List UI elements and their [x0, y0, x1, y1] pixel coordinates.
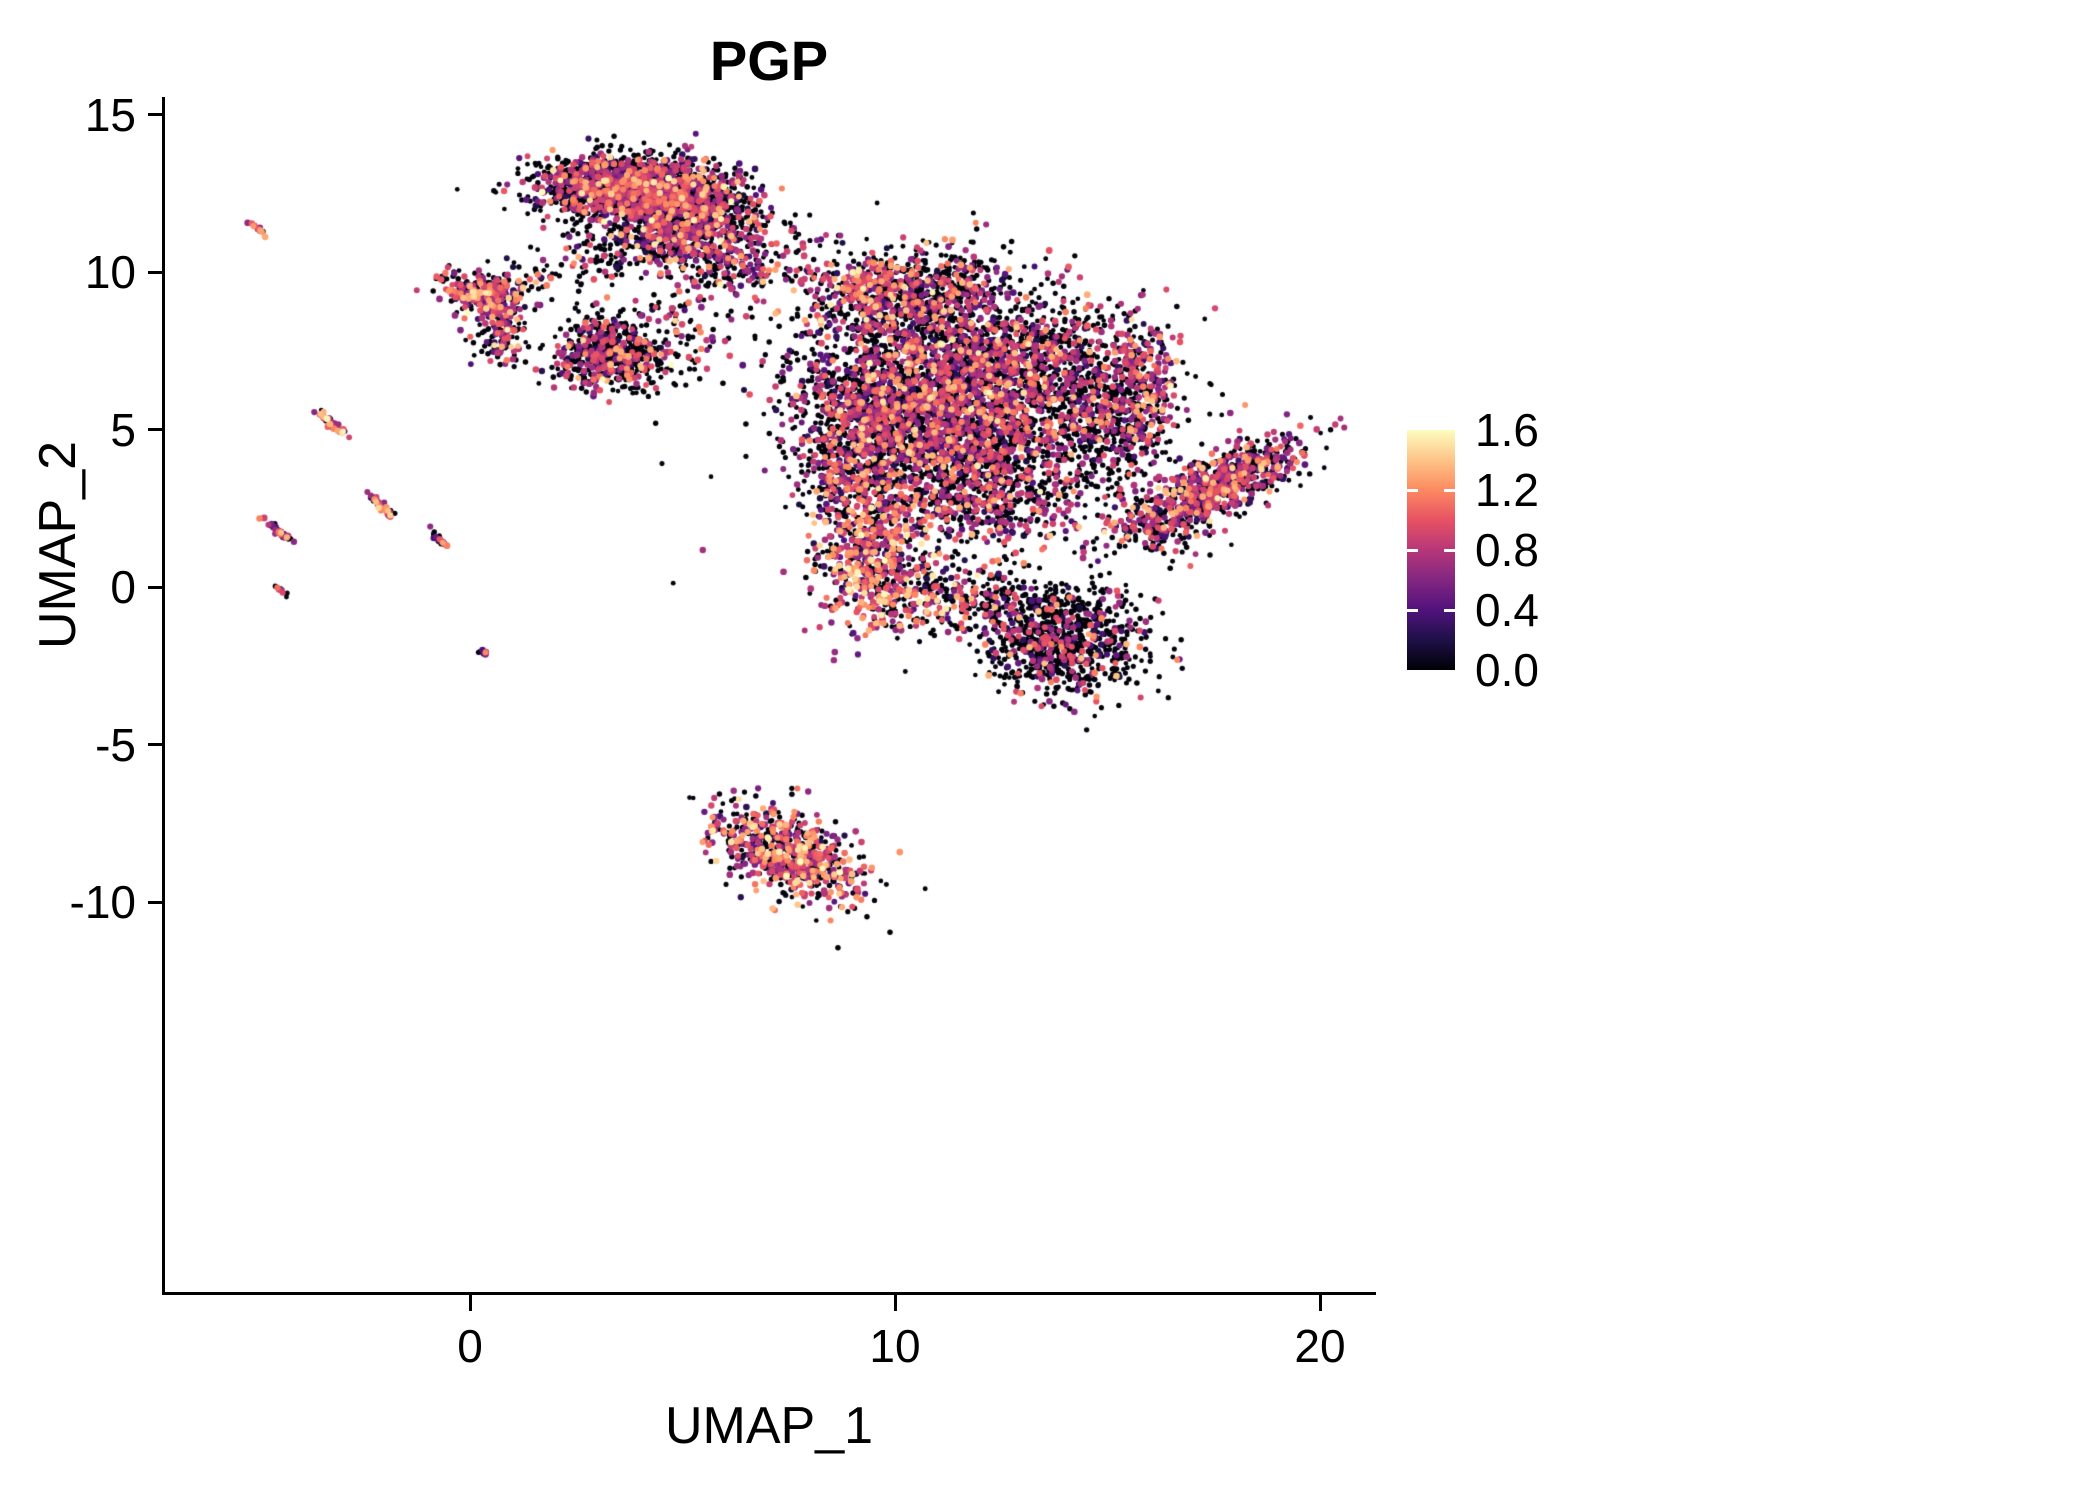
y-tick-mark — [148, 743, 164, 746]
x-tick-mark — [1318, 1295, 1322, 1311]
y-tick-mark — [148, 113, 164, 116]
x-tick-label: 20 — [1294, 1320, 1346, 1372]
x-tick-mark — [893, 1295, 897, 1311]
chart-title: PGP — [709, 29, 829, 92]
y-tick-label: 10 — [84, 246, 136, 298]
legend-tick-label: 1.2 — [1475, 464, 1539, 516]
y-tick-mark — [148, 270, 164, 274]
legend-tick-mark — [1407, 488, 1418, 492]
y-tick-label: -5 — [95, 718, 136, 771]
legend-tick-label: 0.4 — [1475, 584, 1539, 636]
x-axis-line — [162, 1292, 1376, 1295]
y-tick-mark — [148, 585, 164, 589]
x-tick-label: 0 — [457, 1320, 483, 1372]
legend-tick-label: 0.0 — [1475, 644, 1539, 696]
y-axis-line — [162, 97, 165, 1295]
legend-tick-label: 1.6 — [1475, 404, 1539, 456]
legend-tick-mark — [1444, 548, 1455, 552]
legend-tick-mark — [1444, 608, 1455, 612]
legend-tick-mark — [1407, 548, 1418, 552]
y-tick-mark — [148, 428, 164, 431]
y-axis-title: UMAP_2 — [29, 440, 87, 650]
y-tick-mark — [148, 900, 164, 904]
y-tick-label: 5 — [110, 403, 136, 456]
y-tick-label: 15 — [84, 88, 136, 141]
y-tick-label: 0 — [110, 561, 136, 613]
legend-tick-mark — [1407, 608, 1418, 612]
legend-tick-mark — [1444, 488, 1455, 492]
x-axis-title: UMAP_1 — [664, 1397, 874, 1455]
x-tick-mark — [468, 1295, 472, 1311]
y-tick-label: -10 — [69, 876, 136, 928]
x-tick-label: 10 — [869, 1320, 921, 1372]
legend-tick-label: 0.8 — [1475, 524, 1539, 576]
